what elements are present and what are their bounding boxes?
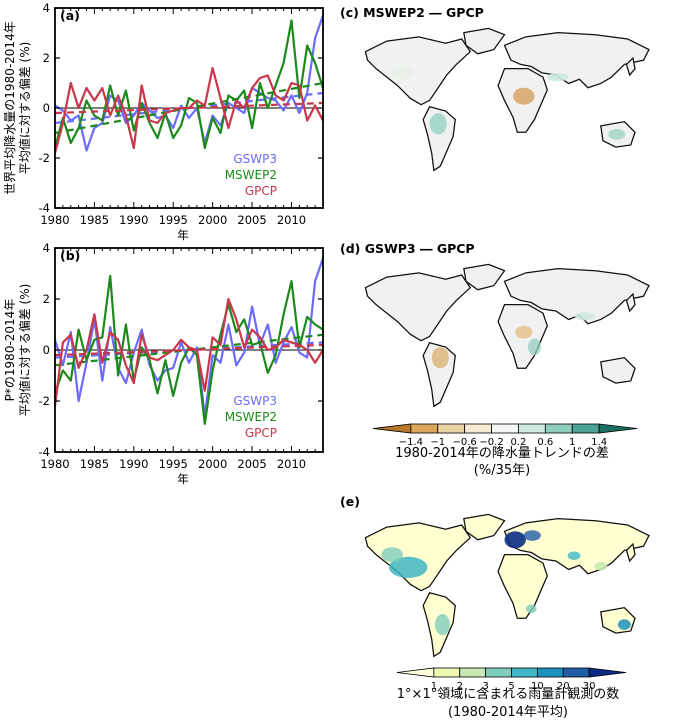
x-tick-label: 2010 bbox=[277, 213, 306, 227]
colorbar-tick-label: 1.4 bbox=[591, 437, 607, 448]
x-axis-label: 年 bbox=[177, 228, 189, 242]
colorbar-tick-label: 20 bbox=[557, 681, 570, 692]
y-tick-label: 4 bbox=[43, 241, 50, 255]
colorbar-tick-label: −1.4 bbox=[399, 437, 423, 448]
legend-gswp3: GSWP3 bbox=[233, 394, 277, 408]
y-axis-label-line: 平均値に対する偏差 (%) bbox=[17, 42, 32, 175]
y-tick-label: 0 bbox=[43, 343, 50, 357]
x-tick-label: 1990 bbox=[119, 457, 148, 471]
colorbar-tick-label: −0.6 bbox=[453, 437, 477, 448]
panel-label: (a) bbox=[60, 8, 80, 23]
y-tick-label: 2 bbox=[43, 51, 50, 65]
panel-label: (b) bbox=[60, 248, 80, 263]
colorbar-swatch bbox=[598, 423, 638, 434]
y-axis-label-line: 平均値に対する偏差 (%) bbox=[17, 284, 32, 417]
colorbar-swatch bbox=[536, 667, 564, 678]
colorbar-swatch bbox=[464, 423, 492, 434]
y-tick-label: 2 bbox=[43, 292, 50, 306]
colorbar-tick-label: 30 bbox=[583, 681, 596, 692]
colorbar-swatch bbox=[459, 667, 487, 678]
map-c bbox=[364, 27, 650, 172]
series-line-gswp3 bbox=[54, 15, 325, 152]
x-tick-label: 2010 bbox=[277, 457, 306, 471]
colorbar-swatch bbox=[433, 667, 461, 678]
colorbar-tick-label: 5 bbox=[508, 681, 514, 692]
y-axis-label: 世界平均降水量の1980-2014年平均値に対する偏差 (%) bbox=[3, 21, 32, 194]
x-tick-label: 2005 bbox=[237, 213, 266, 227]
legend-gpcp: GPCP bbox=[245, 426, 277, 440]
colorbar-tick-label: 0.2 bbox=[510, 437, 526, 448]
gauge-colorbar: 1 2 3 5 10 20 30 bbox=[396, 667, 627, 692]
gauge-colorbar-label-2: (1980-2014年平均) bbox=[448, 705, 568, 720]
trend-line-gpcp bbox=[54, 101, 324, 115]
colorbar-swatch bbox=[491, 423, 519, 434]
y-tick-label: 4 bbox=[43, 1, 50, 15]
colorbar-tick-label: 1 bbox=[569, 437, 575, 448]
gauge-colorbar-label-1: 1°×1°領域に含まれる雨量計観測の数 bbox=[397, 686, 619, 702]
colorbar-tick-label: 1 bbox=[431, 681, 437, 692]
colorbar-swatch bbox=[588, 667, 627, 678]
colorbar-swatch bbox=[410, 423, 439, 434]
x-tick-label: 1980 bbox=[40, 457, 69, 471]
colorbar-swatch bbox=[511, 667, 538, 678]
x-tick-label: 2005 bbox=[237, 457, 266, 471]
colorbar-tick-label: 10 bbox=[531, 681, 544, 692]
legend-mswep2: MSWEP2 bbox=[225, 410, 277, 424]
legend-gpcp: GPCP bbox=[245, 184, 277, 198]
colorbar-tick-label: 0.6 bbox=[537, 437, 553, 448]
panel-a-line-chart: -4 -2 0 2 4 1980 1985 1990 1995 2000 2005 2010 年 (a) 世… bbox=[3, 1, 325, 242]
colorbar-swatch bbox=[518, 423, 546, 434]
colorbar-tick-label: 3 bbox=[482, 681, 488, 692]
colorbar-tick-label: −1 bbox=[430, 437, 445, 448]
y-tick-label: 0 bbox=[43, 101, 50, 115]
y-axis-label-line: 世界平均降水量の1980-2014年 bbox=[3, 21, 17, 194]
x-tick-label: 1990 bbox=[119, 213, 148, 227]
legend-gswp3: GSWP3 bbox=[233, 152, 277, 166]
panel-b-line-chart: -4 -2 0 2 4 1980 1985 1990 1995 2000 2005 2010 年 (b) P… bbox=[3, 241, 325, 486]
x-tick-label: 1995 bbox=[159, 213, 188, 227]
colorbar-tick-label: 2 bbox=[457, 681, 463, 692]
colorbar-swatch bbox=[437, 423, 466, 434]
map-d bbox=[364, 263, 650, 408]
x-axis-label: 年 bbox=[177, 472, 189, 486]
trend-colorbar-label-2: (%/35年) bbox=[474, 463, 530, 478]
panel-d-title: (d) GSWP3 ― GPCP bbox=[340, 241, 475, 256]
series-line-mswep2 bbox=[53, 19, 325, 150]
trend-colorbar: −1.4 −1 −0.6 −0.2 0.2 0.6 1 1.4 bbox=[372, 423, 638, 448]
colorbar-swatch bbox=[485, 667, 512, 678]
x-tick-label: 1985 bbox=[80, 457, 109, 471]
x-tick-label: 2000 bbox=[198, 457, 227, 471]
panel-c-title: (c) MSWEP2 ― GPCP bbox=[340, 5, 484, 20]
x-tick-label: 1985 bbox=[80, 213, 109, 227]
y-tick-label: -4 bbox=[39, 201, 50, 215]
y-tick-label: -2 bbox=[39, 394, 50, 408]
x-tick-label: 2000 bbox=[198, 213, 227, 227]
colorbar-tick-label: −0.2 bbox=[479, 437, 503, 448]
y-tick-label: -2 bbox=[39, 151, 50, 165]
trend-line-gpcp bbox=[54, 343, 324, 357]
panel-e-title: (e) bbox=[340, 494, 360, 509]
colorbar-swatch bbox=[571, 423, 600, 434]
colorbar-swatch bbox=[544, 423, 573, 434]
x-tick-label: 1980 bbox=[40, 213, 69, 227]
colorbar-swatch bbox=[372, 423, 412, 434]
y-axis-label-line: P*の1980-2014年 bbox=[3, 299, 17, 402]
map-e bbox=[364, 513, 650, 658]
colorbar-swatch bbox=[562, 667, 590, 678]
series-line-gpcp bbox=[53, 297, 324, 407]
colorbar-swatch bbox=[396, 667, 435, 678]
y-tick-label: -4 bbox=[39, 445, 50, 459]
series-line-gswp3 bbox=[53, 257, 325, 418]
x-tick-label: 1995 bbox=[159, 457, 188, 471]
y-axis-label: P*の1980-2014年平均値に対する偏差 (%) bbox=[3, 284, 32, 417]
trend-colorbar-label-1: 1980-2014年の降水量トレンドの差 bbox=[395, 446, 609, 461]
legend-mswep2: MSWEP2 bbox=[225, 168, 277, 182]
